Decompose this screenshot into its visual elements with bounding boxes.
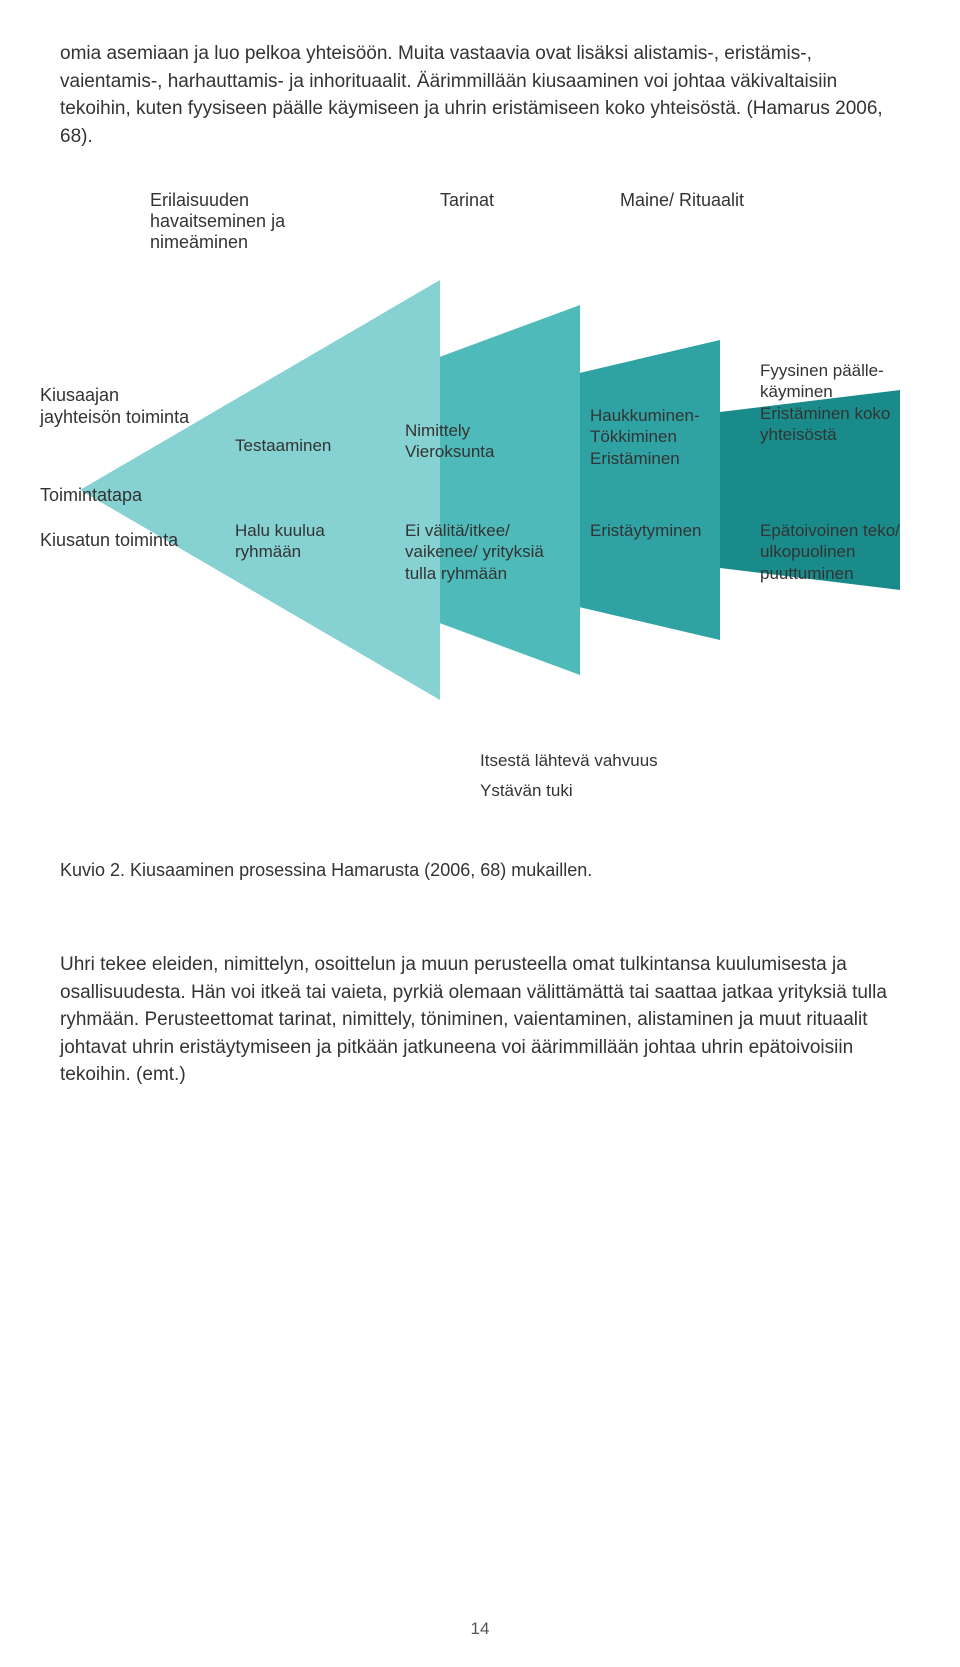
- cell-r0c4: Fyysinen päälle-käyminen Eristäminen kok…: [760, 360, 910, 445]
- top-label-col0: Erilaisuuden havaitseminen ja nimeäminen: [150, 190, 370, 253]
- cell-r0c2: Nimittely Vieroksunta: [405, 420, 525, 463]
- top-label-col2: Maine/ Rituaalit: [620, 190, 744, 211]
- bottom-note-b: Ystävän tuki: [480, 780, 573, 801]
- cell-r1c2: Ei välitä/itkee/ vaikenee/ yrityksiä tul…: [405, 520, 545, 584]
- cell-r1c3: Eristäytyminen: [590, 520, 720, 541]
- row-label-mid: Toimintatapa: [40, 485, 200, 507]
- process-diagram: Erilaisuuden havaitseminen ja nimeäminen…: [60, 190, 900, 790]
- page-number: 14: [471, 1619, 490, 1639]
- top-label-col1: Tarinat: [440, 190, 494, 211]
- cell-r1c4: Epätoivoinen teko/ ulkopuolinen puuttumi…: [760, 520, 910, 584]
- cell-r0c3: Haukkuminen-Tökkiminen Eristäminen: [590, 405, 720, 469]
- row-label-top: Kiusaajan jayhteisön toiminta: [40, 385, 200, 428]
- cell-r0c1: Testaaminen: [235, 435, 345, 456]
- bottom-note-a: Itsestä lähtevä vahvuus: [480, 750, 658, 771]
- row-label-bot: Kiusatun toiminta: [40, 530, 200, 552]
- cell-r1c1: Halu kuulua ryhmään: [235, 520, 345, 563]
- intro-paragraph: omia asemiaan ja luo pelkoa yhteisöön. M…: [60, 40, 900, 150]
- closing-paragraph: Uhri tekee eleiden, nimittelyn, osoittel…: [60, 951, 900, 1089]
- triangle-stack: [80, 290, 900, 690]
- figure-caption: Kuvio 2. Kiusaaminen prosessina Hamarust…: [60, 860, 900, 881]
